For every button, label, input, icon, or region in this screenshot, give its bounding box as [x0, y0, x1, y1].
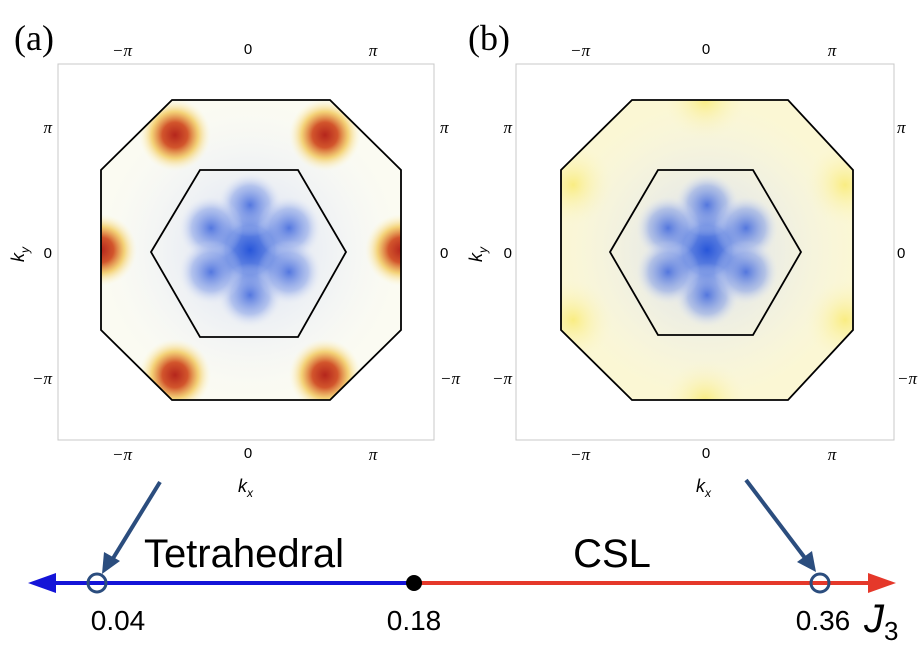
panel-b-bottom-tick-neg-pi: −π	[570, 445, 590, 464]
pointer-arrow-a	[110, 480, 162, 562]
panel-b-top-tick-neg-pi: −π	[570, 41, 590, 60]
panel-a-bottom-tick-neg-pi: −π	[112, 445, 132, 464]
panel-b-xlabel: kx	[696, 476, 712, 500]
panel-a-right-tick-0: 0	[440, 245, 448, 262]
transition-point	[406, 575, 422, 591]
panel-a-xlabel: kx	[238, 476, 254, 500]
pointer-arrow-a-head	[102, 552, 120, 574]
panel-b-top-tick-pi: π	[828, 41, 837, 60]
panel-a-label: (a)	[14, 18, 54, 58]
pointer-arrow-b	[744, 478, 807, 560]
pointer-arrow-b-head	[797, 551, 816, 572]
panel-a-heatmap	[101, 100, 401, 400]
panel-b-left-tick-pi: π	[503, 118, 512, 137]
phase-diagram: Tetrahedral CSL 0.04 0.18 0.36 J3	[28, 478, 898, 646]
panel-b-ylabel: ky	[466, 246, 490, 262]
panel-a-top-tick-0: 0	[244, 41, 252, 58]
panel-a-outer-zone	[100, 99, 402, 401]
value-0-36: 0.36	[796, 605, 851, 636]
panel-b: (b) −π 0 π −π 0 π π 0 −π	[466, 18, 917, 500]
marker-a	[86, 572, 108, 594]
tetrahedral-phase-label: Tetrahedral	[144, 532, 344, 576]
value-0-18: 0.18	[387, 605, 442, 636]
peak-top-right	[289, 100, 361, 171]
panel-b-top-tick-0: 0	[702, 41, 710, 58]
panel-a-inner-zone	[149, 169, 348, 338]
panel-a-left-tick-neg-pi: −π	[32, 369, 52, 388]
panel-b-heatmap	[561, 100, 853, 400]
panel-b-bottom-tick-pi: π	[828, 445, 837, 464]
panel-a-frame	[57, 63, 435, 441]
panel-a-left-tick-pi: π	[43, 118, 52, 137]
panel-a-bottom-tick-0: 0	[244, 445, 252, 462]
panel-b-outer-zone	[560, 99, 854, 401]
panel-b-bottom-tick-0: 0	[702, 445, 710, 462]
panel-b-right-tick-0: 0	[897, 245, 905, 262]
j3-axis-label: J3	[863, 597, 898, 646]
panel-a-top-tick-pi: π	[369, 41, 378, 60]
panel-a-right-tick-neg-pi: −π	[440, 369, 460, 388]
panel-a: (a) −π 0 π −π 0 π π 0	[8, 18, 460, 500]
panel-a-left-tick-0: 0	[44, 245, 52, 262]
value-0-04: 0.04	[91, 605, 146, 636]
right-arrow-head	[868, 573, 896, 593]
panel-a-right-tick-pi: π	[440, 118, 449, 137]
panel-b-right-tick-neg-pi: −π	[897, 369, 917, 388]
csl-phase-label: CSL	[573, 532, 651, 576]
panel-b-left-tick-0: 0	[504, 245, 512, 262]
panel-a-top-tick-neg-pi: −π	[112, 41, 132, 60]
panel-b-right-tick-pi: π	[897, 118, 906, 137]
panel-a-ylabel: ky	[8, 246, 32, 262]
panel-b-label: (b)	[468, 18, 510, 58]
peak-top-left	[139, 100, 211, 171]
marker-b	[809, 572, 831, 594]
panel-b-inner-zone	[608, 169, 803, 336]
left-arrow-head	[28, 573, 56, 593]
panel-b-left-tick-neg-pi: −π	[492, 369, 512, 388]
panel-a-bottom-tick-pi: π	[369, 445, 378, 464]
peak-left	[101, 214, 137, 286]
panel-b-frame	[515, 63, 895, 441]
peak-right	[365, 214, 401, 286]
